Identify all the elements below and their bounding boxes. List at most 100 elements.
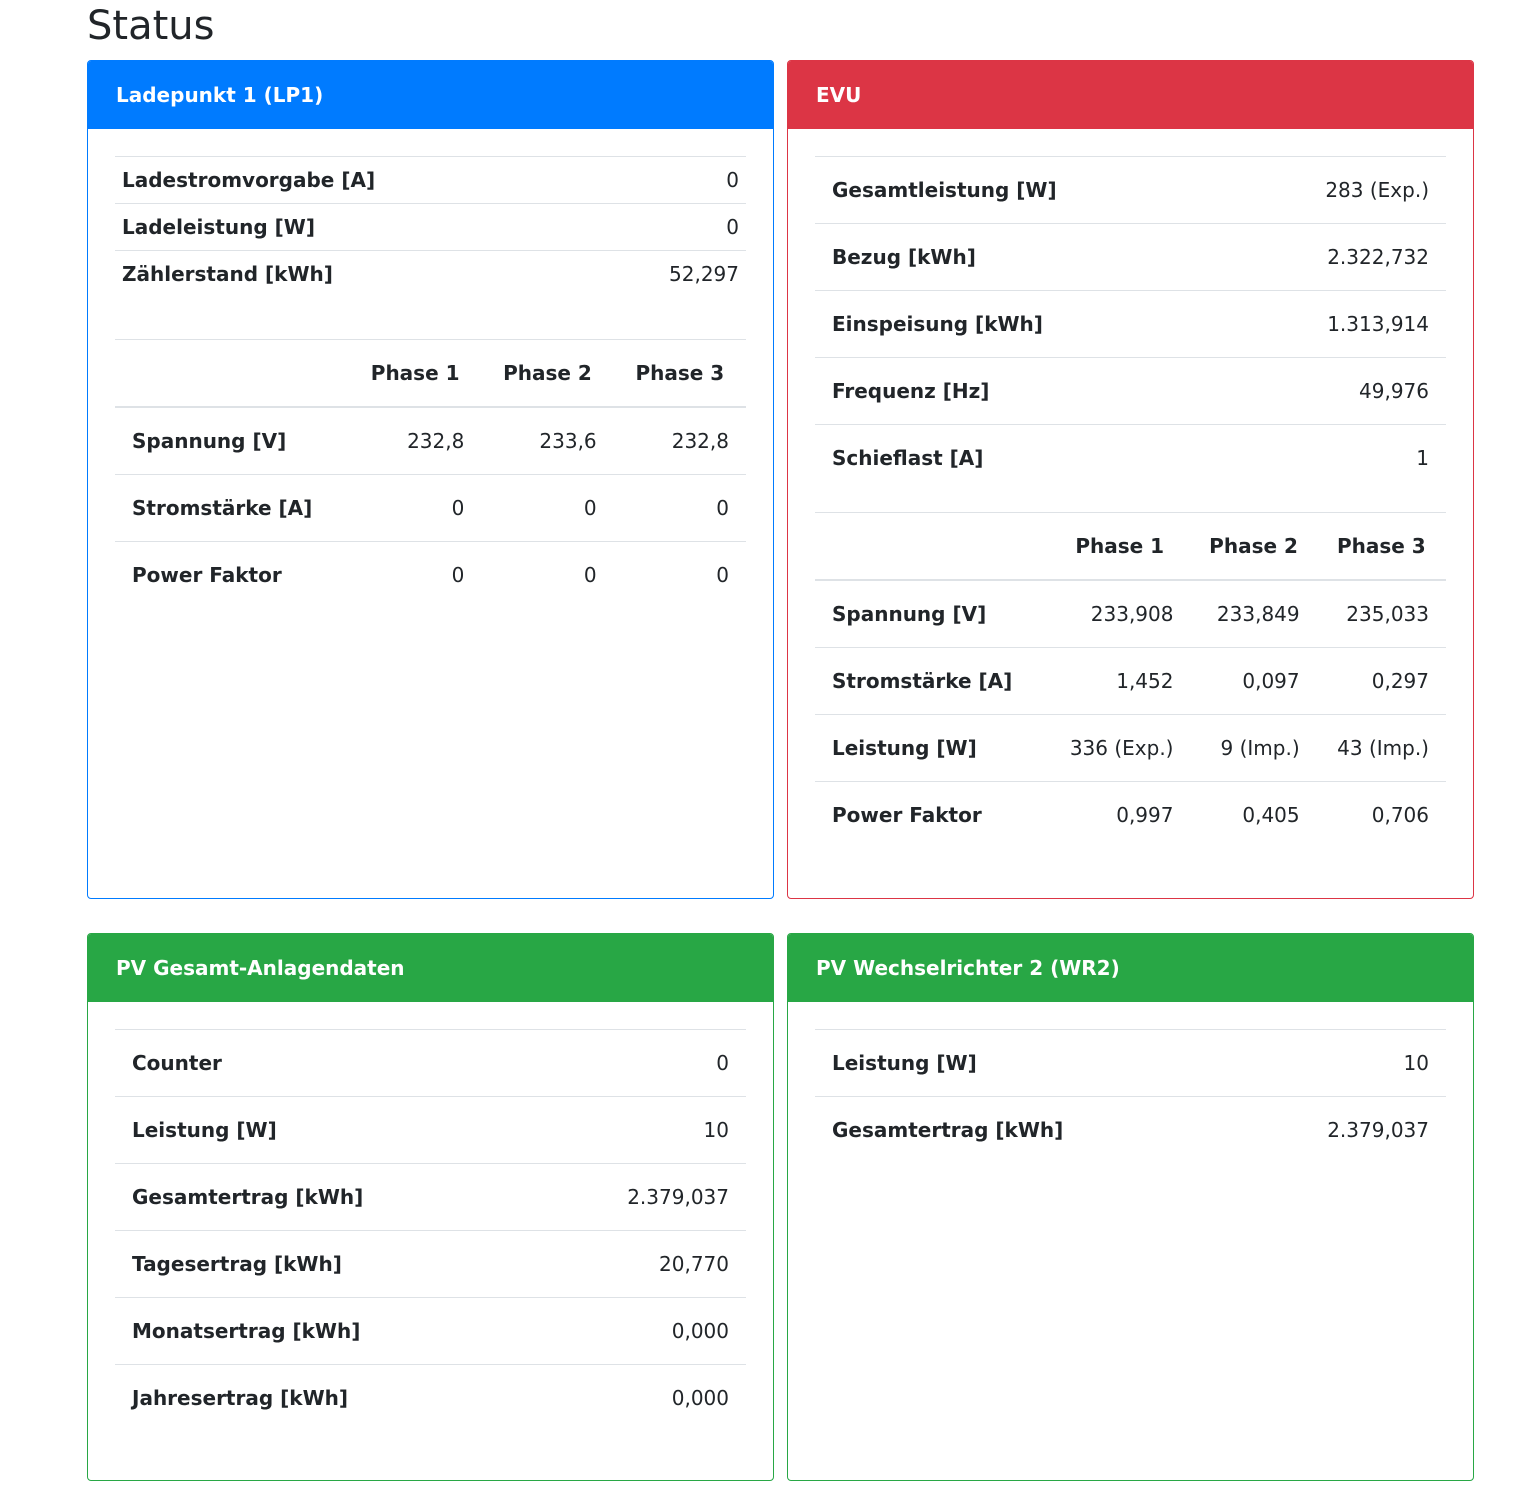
row-value: 0 <box>532 1029 746 1097</box>
row-value: 0 <box>595 203 746 251</box>
cell-value: 0,997 <box>1049 781 1191 848</box>
row-label: Stromstärke [A] <box>115 474 349 542</box>
table-row: Stromstärke [A] 0 0 0 <box>115 474 746 542</box>
row-label: Zählerstand [kWh] <box>115 250 596 297</box>
row-value: 2.322,732 <box>1226 223 1446 291</box>
table-row: Gesamtertrag [kWh] 2.379,037 <box>815 1096 1446 1163</box>
table-row: Gesamtleistung [W] 283 (Exp.) <box>815 156 1446 224</box>
cell-value: 0,706 <box>1316 781 1446 848</box>
row-label: Gesamtertrag [kWh] <box>815 1096 1233 1163</box>
row-value: 49,976 <box>1226 357 1446 425</box>
pv-wr2-card-header: PV Wechselrichter 2 (WR2) <box>788 934 1473 1002</box>
row-value: 10 <box>1232 1029 1446 1097</box>
table-row: Counter 0 <box>115 1029 746 1097</box>
row-label: Einspeisung [kWh] <box>815 290 1227 358</box>
table-row: Power Faktor 0,997 0,405 0,706 <box>815 781 1446 848</box>
evu-phase-table: Phase 1 Phase 2 Phase 3 Spannung [V] 233… <box>815 512 1446 848</box>
cell-value: 0 <box>481 474 614 542</box>
row-label: Frequenz [Hz] <box>815 357 1227 425</box>
row-value: 52,297 <box>595 250 746 297</box>
lp1-phase-table: Phase 1 Phase 2 Phase 3 Spannung [V] 232… <box>115 339 746 608</box>
row-label: Jahresertrag [kWh] <box>115 1364 533 1431</box>
pv-wr2-card: PV Wechselrichter 2 (WR2) Leistung [W] 1… <box>787 933 1474 1481</box>
row-label: Schieflast [A] <box>815 424 1227 491</box>
pv-total-table: Counter 0 Leistung [W] 10 Gesamtertrag [… <box>115 1029 746 1431</box>
cell-value: 233,908 <box>1090 602 1174 626</box>
row-value: 2.379,037 <box>532 1163 746 1231</box>
table-row: Gesamtertrag [kWh] 2.379,037 <box>115 1163 746 1231</box>
row-value: 20,770 <box>532 1230 746 1298</box>
phase-header-row: Phase 1 Phase 2 Phase 3 <box>115 339 746 408</box>
row-value: 0,000 <box>532 1364 746 1431</box>
row-label: Ladeleistung [W] <box>115 203 596 251</box>
row-label: Leistung [W] <box>815 714 1049 782</box>
table-row: Spannung [V] 232,8 233,6 232,8 <box>115 407 746 475</box>
table-row: Schieflast [A] 1 <box>815 424 1446 491</box>
table-row: Leistung [W] 10 <box>815 1029 1446 1097</box>
row-label: Ladestromvorgabe [A] <box>115 156 596 204</box>
table-row: Frequenz [Hz] 49,976 <box>815 357 1446 425</box>
table-row: Leistung [W] 10 <box>115 1096 746 1164</box>
row-label: Gesamtleistung [W] <box>815 156 1227 224</box>
table-row: Ladestromvorgabe [A] 0 <box>115 156 746 204</box>
cell-value: 336 (Exp.) <box>1049 714 1191 782</box>
row-label: Power Faktor <box>115 541 349 608</box>
row-label: Leistung [W] <box>115 1096 533 1164</box>
row-label: Stromstärke [A] <box>815 647 1049 715</box>
row-label: Tagesertrag [kWh] <box>115 1230 533 1298</box>
cell-value: 0 <box>613 474 746 542</box>
phase-header: Phase 1 <box>349 339 482 408</box>
cell-value: 233,849 <box>1216 602 1300 626</box>
table-row: Leistung [W] 336 (Exp.) 9 (Imp.) 43 (Imp… <box>815 714 1446 782</box>
table-row: Tagesertrag [kWh] 20,770 <box>115 1230 746 1298</box>
row-label: Gesamtertrag [kWh] <box>115 1163 533 1231</box>
table-row: Zählerstand [kWh] 52,297 <box>115 250 746 297</box>
table-row: Power Faktor 0 0 0 <box>115 541 746 608</box>
phase-header: Phase 3 <box>613 339 746 408</box>
pv-total-card-header: PV Gesamt-Anlagendaten <box>88 934 773 1002</box>
evu-card-header: EVU <box>788 61 1473 129</box>
row-value: 1.313,914 <box>1226 290 1446 358</box>
cell-value: 0,297 <box>1316 647 1446 715</box>
cell-value: 0 <box>481 541 614 608</box>
row-value: 2.379,037 <box>1232 1096 1446 1163</box>
pv-total-card: PV Gesamt-Anlagendaten Counter 0 Leistun… <box>87 933 774 1481</box>
row-label: Bezug [kWh] <box>815 223 1227 291</box>
pv-wr2-table: Leistung [W] 10 Gesamtertrag [kWh] 2.379… <box>815 1029 1446 1163</box>
phase-header: Phase 3 <box>1316 512 1446 581</box>
cell-value: 9 (Imp.) <box>1190 714 1317 782</box>
row-label: Power Faktor <box>815 781 1049 848</box>
lp1-card: Ladepunkt 1 (LP1) Ladestromvorgabe [A] 0… <box>87 60 774 899</box>
cell-value: 235,033 <box>1346 602 1429 626</box>
table-row: Spannung [V] 233,908 233,849 235,033 <box>815 580 1446 648</box>
phase-header: Phase 1 <box>1049 512 1191 581</box>
table-row: Einspeisung [kWh] 1.313,914 <box>815 290 1446 358</box>
page-title: Status <box>87 3 215 49</box>
cell-value: 0 <box>349 474 482 542</box>
cell-value: 0 <box>613 541 746 608</box>
table-row: Bezug [kWh] 2.322,732 <box>815 223 1446 291</box>
cell-value: 233,6 <box>539 429 597 453</box>
cell-value: 0,097 <box>1190 647 1317 715</box>
table-row: Stromstärke [A] 1,452 0,097 0,297 <box>815 647 1446 715</box>
row-label: Counter <box>115 1029 533 1097</box>
evu-summary-table: Gesamtleistung [W] 283 (Exp.) Bezug [kWh… <box>815 156 1446 491</box>
lp1-card-header: Ladepunkt 1 (LP1) <box>88 61 773 129</box>
cell-value: 43 (Imp.) <box>1316 714 1446 782</box>
row-value: 0 <box>595 156 746 204</box>
row-value: 10 <box>532 1096 746 1164</box>
cell-value: 232,8 <box>671 429 729 453</box>
cell-value: 1,452 <box>1049 647 1191 715</box>
phase-header-row: Phase 1 Phase 2 Phase 3 <box>815 512 1446 581</box>
evu-card: EVU Gesamtleistung [W] 283 (Exp.) Bezug … <box>787 60 1474 899</box>
phase-header: Phase 2 <box>1190 512 1317 581</box>
table-row: Jahresertrag [kWh] 0,000 <box>115 1364 746 1431</box>
row-label: Spannung [V] <box>832 602 987 626</box>
row-value: 283 (Exp.) <box>1226 156 1446 224</box>
row-value: 1 <box>1226 424 1446 491</box>
row-label: Monatsertrag [kWh] <box>115 1297 533 1365</box>
row-label: Leistung [W] <box>815 1029 1233 1097</box>
row-label: Spannung [V] <box>132 429 287 453</box>
phase-header: Phase 2 <box>481 339 614 408</box>
row-value: 0,000 <box>532 1297 746 1365</box>
